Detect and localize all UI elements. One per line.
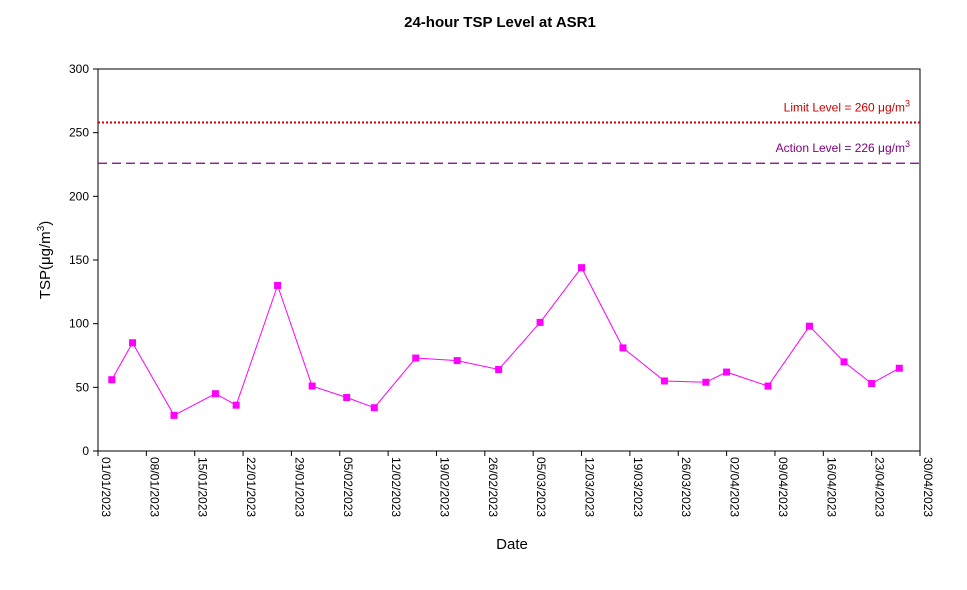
data-point: [453, 357, 461, 365]
x-tick-label: 16/04/2023: [824, 457, 838, 517]
x-tick-label: 30/04/2023: [921, 457, 935, 517]
series-line: [111, 266, 900, 416]
data-point: [129, 339, 137, 347]
data-point: [211, 390, 219, 398]
x-tick-label: 23/04/2023: [873, 457, 887, 517]
data-point: [702, 378, 710, 386]
x-tick-label: 05/03/2023: [534, 457, 548, 517]
x-tick-label: 09/04/2023: [776, 457, 790, 517]
data-point: [343, 394, 351, 402]
data-point: [308, 382, 316, 390]
x-tick-label: 08/01/2023: [147, 457, 161, 517]
data-point: [764, 382, 772, 390]
reference-lines: Limit Level = 260 μg/m3 Action Level = 22…: [98, 98, 920, 164]
y-tick-label: 150: [69, 253, 89, 267]
data-point: [170, 411, 178, 419]
x-axis: 01/01/2023 08/01/2023 15/01/2023 22/01/2023…: [97, 451, 935, 517]
data-series: [108, 264, 903, 419]
y-tick-label: 300: [69, 62, 89, 76]
data-point: [895, 364, 903, 372]
data-point: [536, 318, 544, 326]
data-point: [660, 377, 668, 385]
x-tick-label: 12/03/2023: [583, 457, 597, 517]
y-tick-label: 250: [69, 126, 89, 140]
x-tick-label: 15/01/2023: [196, 457, 210, 517]
data-point: [723, 368, 731, 376]
reference-line-label: Action Level = 226 μg/m3: [776, 139, 910, 155]
data-point: [108, 376, 116, 384]
x-tick-label: 05/02/2023: [341, 457, 355, 517]
y-axis-label: TSP(μg/m3): [36, 221, 54, 299]
data-point: [370, 404, 378, 412]
chart-title: 24-hour TSP Level at ASR1: [404, 14, 596, 31]
data-point: [619, 344, 627, 352]
x-tick-label: 01/01/2023: [99, 457, 113, 517]
x-tick-label: 22/01/2023: [244, 457, 258, 517]
data-point: [840, 358, 848, 366]
y-tick-label: 200: [69, 189, 89, 203]
x-tick-label: 12/02/2023: [389, 457, 403, 517]
x-tick-label: 26/02/2023: [486, 457, 500, 517]
y-tick-label: 0: [82, 444, 89, 458]
y-axis: 0 50 100 150 200 250 300: [69, 62, 98, 458]
x-tick-label: 02/04/2023: [728, 457, 742, 517]
data-point: [274, 281, 282, 289]
y-tick-label: 50: [76, 380, 90, 394]
data-point: [805, 322, 813, 330]
x-tick-label: 29/01/2023: [292, 457, 306, 517]
data-point: [232, 401, 240, 409]
x-tick-label: 19/02/2023: [437, 457, 451, 517]
data-point: [868, 380, 876, 388]
x-tick-label: 19/03/2023: [631, 457, 645, 517]
data-point: [495, 366, 503, 374]
y-tick-label: 100: [69, 317, 89, 331]
reference-line-label: Limit Level = 260 μg/m3: [784, 98, 910, 114]
x-axis-label: Date: [496, 536, 528, 553]
data-point: [578, 264, 586, 272]
x-tick-label: 26/03/2023: [679, 457, 693, 517]
data-point: [412, 354, 420, 362]
plot-area: [97, 68, 921, 452]
